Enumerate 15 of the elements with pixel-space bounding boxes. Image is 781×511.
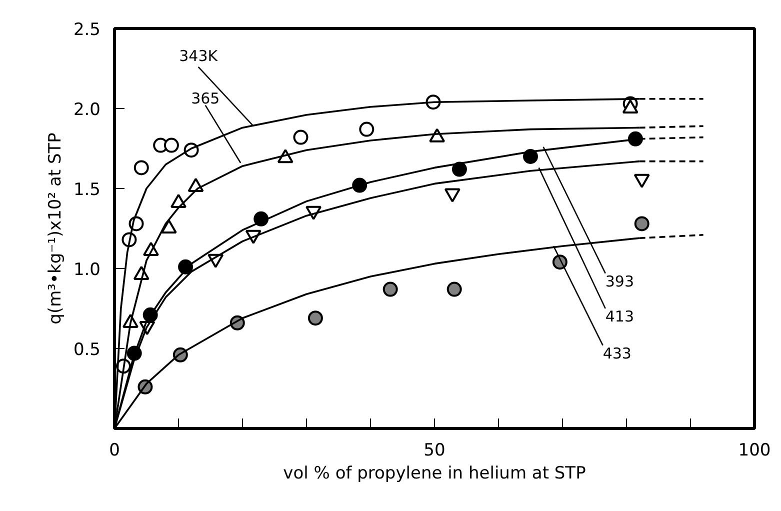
annotation: 343K [179, 46, 219, 65]
y-axis-title: q(m³•kg⁻¹)x10² at STP [45, 132, 66, 324]
x-tick-label: 0 [109, 440, 120, 460]
annotation: 433 [602, 344, 632, 362]
x-axis-title: vol % of propylene in helium at STP [283, 464, 586, 484]
y-tick-label: 2.0 [73, 100, 101, 120]
x-tick-label: 100 [738, 440, 771, 460]
annotation: 365 [191, 89, 220, 108]
y-tick-label: 2.5 [73, 20, 101, 40]
y-tick-label: 1.5 [73, 180, 101, 200]
y-tick-label: 1.0 [73, 260, 101, 280]
annotation: 413 [605, 308, 634, 326]
annotation: 393 [605, 272, 634, 290]
x-tick-label: 50 [424, 440, 446, 460]
y-tick-label: 0.5 [73, 340, 101, 360]
